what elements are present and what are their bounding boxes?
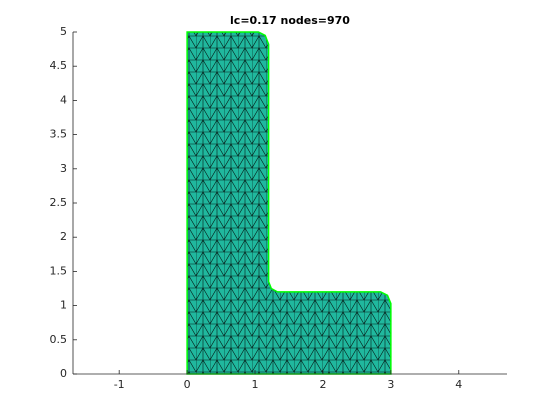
mesh-boundary [186,31,392,375]
x-tick-label: 4 [455,378,462,391]
y-tick-label: 3.5 [50,128,68,141]
x-tick-label: 1 [252,378,259,391]
y-tick-label: 3 [60,162,67,175]
y-tick-label: 2 [60,230,67,243]
y-tick-label: 0 [60,367,67,380]
y-tick-label: 0.5 [50,333,68,346]
x-tick-label: 0 [184,378,191,391]
mesh-lines [187,32,391,374]
y-tick-label: 4 [60,93,67,106]
y-tick-label: 2.5 [50,196,68,209]
x-tick-label: -1 [114,378,125,391]
x-tick-label: 3 [387,378,394,391]
y-tick-label: 5 [60,25,67,38]
y-tick-label: 1.5 [50,264,68,277]
y-tick-label: 4.5 [50,59,68,72]
chart-title: lc=0.17 nodes=970 [230,14,350,27]
x-tick-label: 2 [319,378,326,391]
y-tick-label: 1 [60,299,67,312]
